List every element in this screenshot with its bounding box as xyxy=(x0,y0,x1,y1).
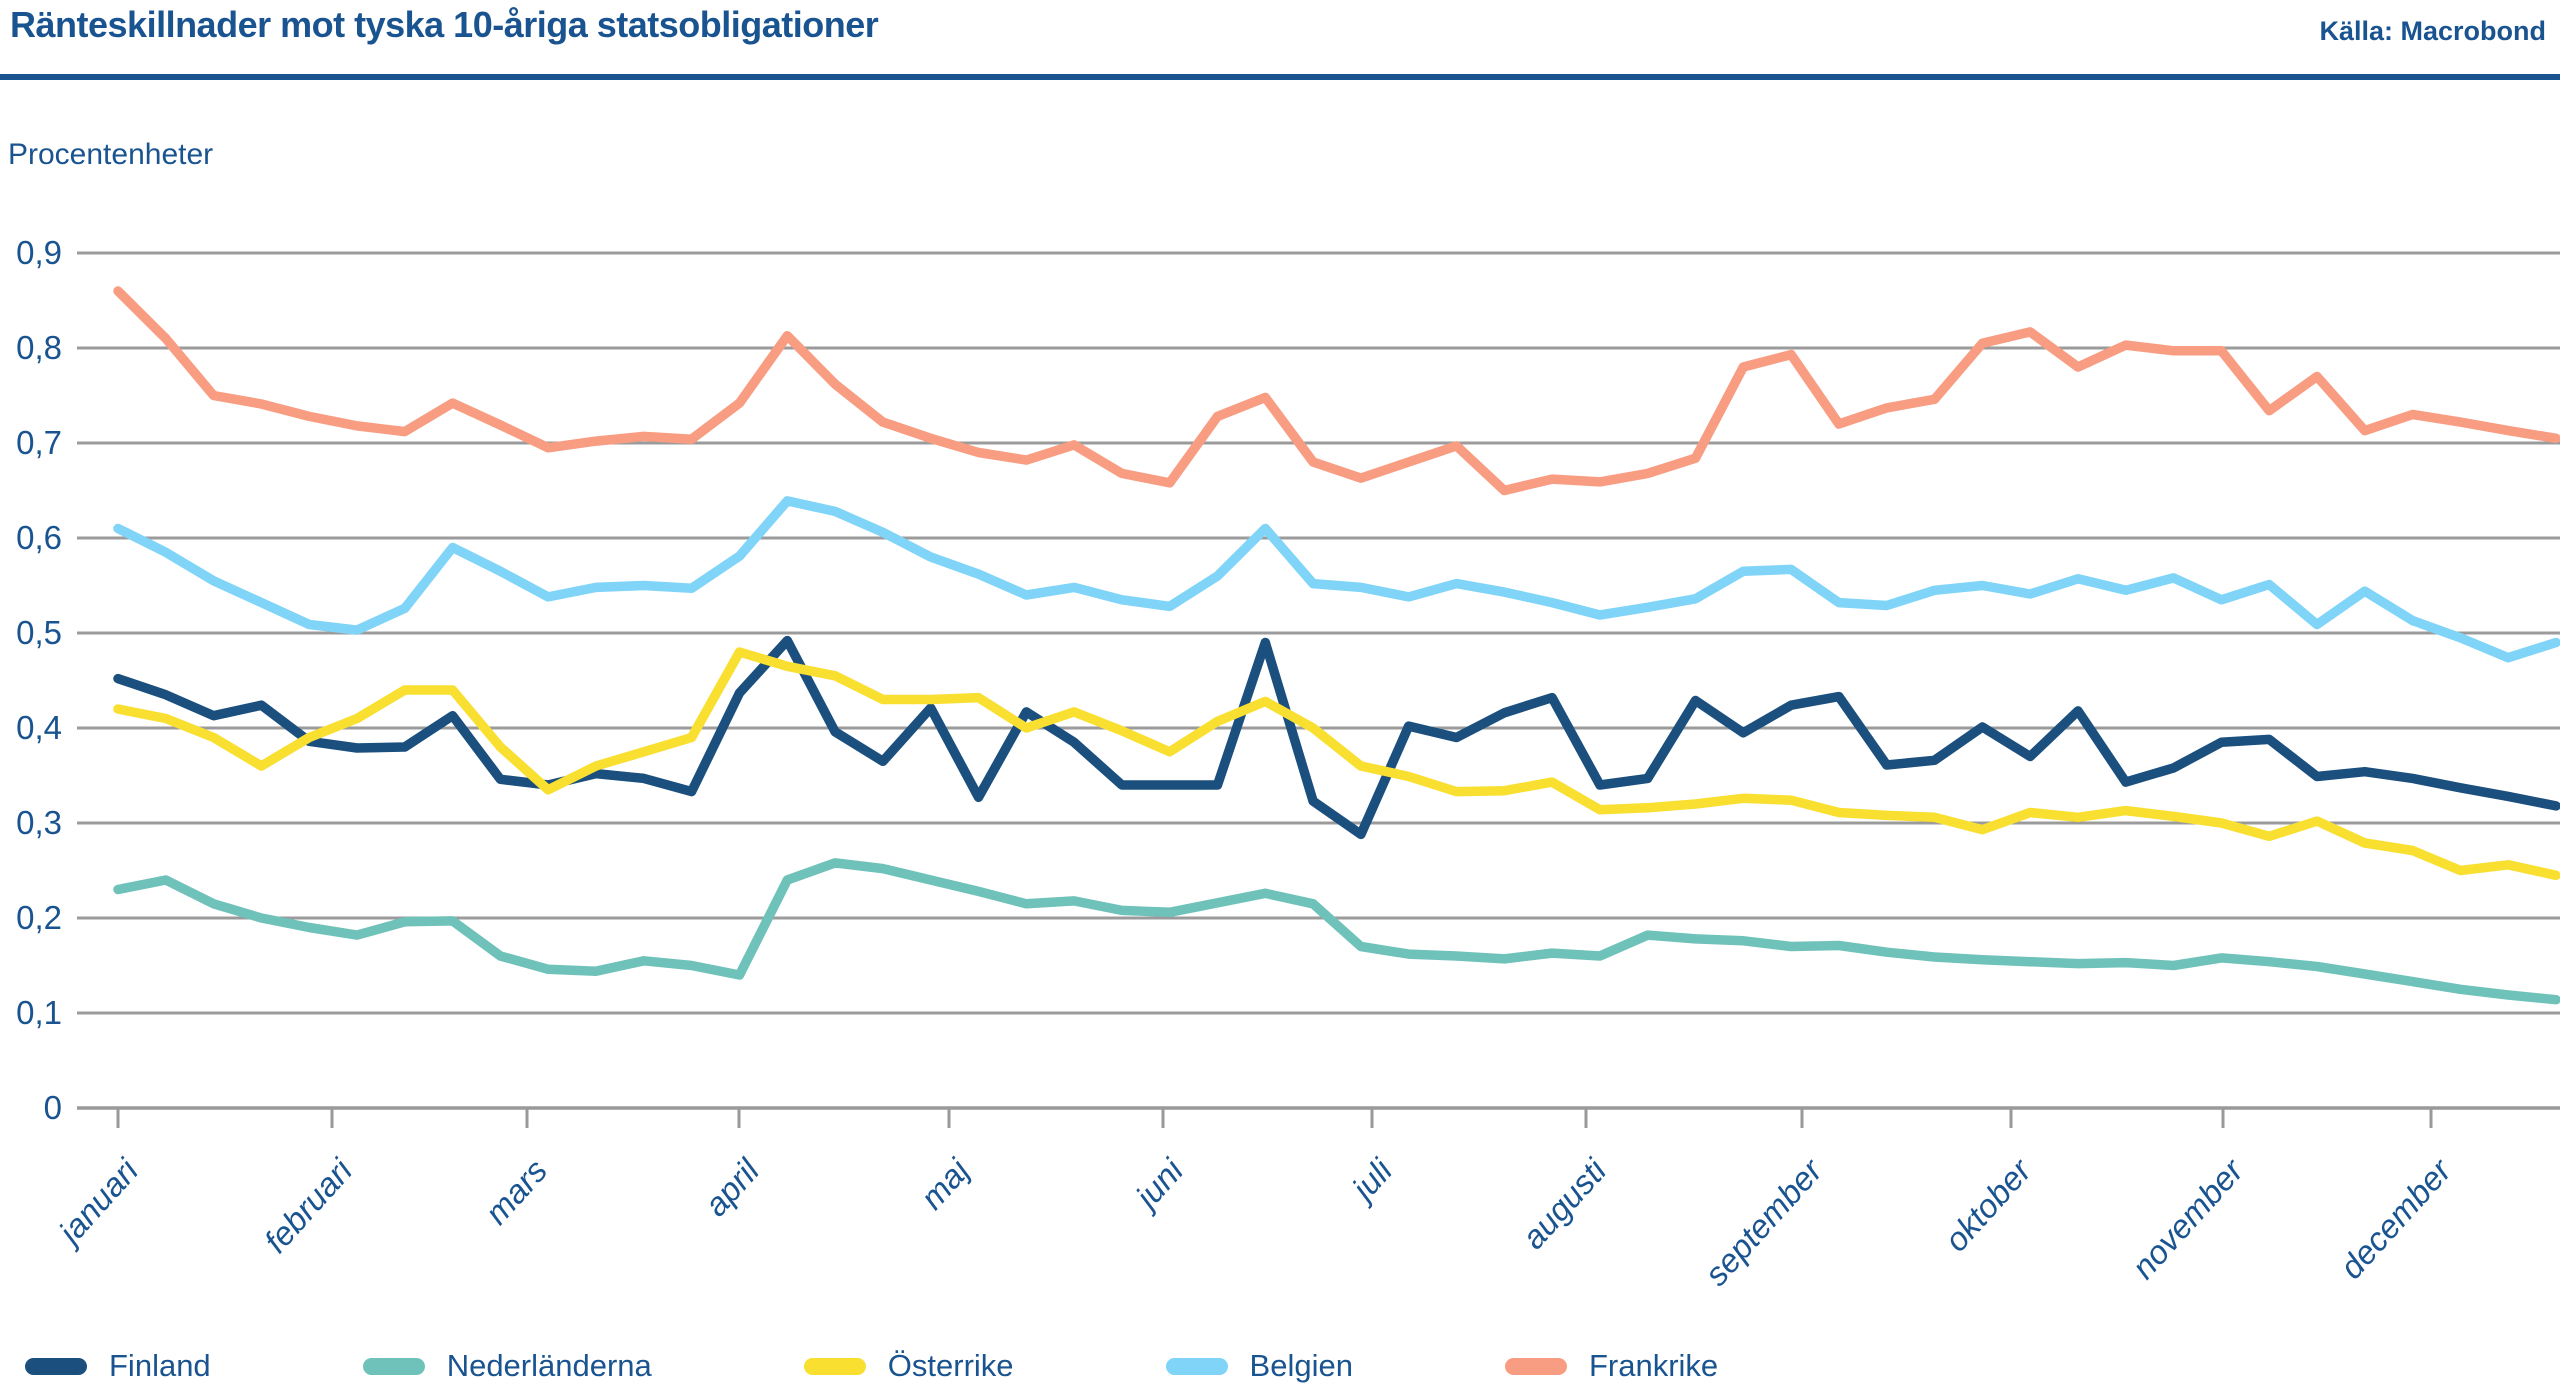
legend-label-finland: Finland xyxy=(109,1348,211,1383)
legend-item-frankrike: Frankrike xyxy=(1504,1348,1719,1384)
legend-item-finland: Finland xyxy=(25,1348,211,1384)
legend-item-belgien: Belgien xyxy=(1165,1348,1353,1384)
y-tick-label: 0,5 xyxy=(16,614,62,651)
page-title: Ränteskillnader mot tyska 10-åriga stats… xyxy=(10,4,879,45)
legend-swatch-osterrike xyxy=(803,1357,866,1375)
line-belgien xyxy=(113,496,2560,663)
line-nederländerna xyxy=(113,858,2560,1005)
line-frankrike xyxy=(113,286,2560,496)
legend-swatch-frankrike xyxy=(1504,1357,1567,1375)
legend-label-belgien: Belgien xyxy=(1249,1348,1353,1383)
x-tick-label: januari xyxy=(49,1151,147,1254)
x-tick-label: mars xyxy=(478,1152,555,1231)
x-tick-label: december xyxy=(2333,1150,2460,1285)
x-tick-label: augusti xyxy=(1514,1151,1614,1256)
y-tick-label: 0,8 xyxy=(16,329,62,366)
y-tick-label: 0,6 xyxy=(16,519,62,556)
legend-item-osterrike: Österrike xyxy=(803,1348,1014,1384)
title-rule xyxy=(0,74,2560,80)
legend-label-frankrike: Frankrike xyxy=(1588,1348,1719,1383)
legend-label-nederlanderna: Nederländerna xyxy=(446,1348,652,1383)
legend-label-osterrike: Österrike xyxy=(887,1348,1014,1383)
x-tick-label: februari xyxy=(257,1151,360,1260)
legend-swatch-finland xyxy=(25,1357,87,1375)
x-tick-label: juli xyxy=(1342,1151,1400,1210)
line-finland xyxy=(113,635,2560,840)
y-tick-label: 0 xyxy=(44,1089,62,1126)
y-tick-label: 0,1 xyxy=(16,994,62,1031)
legend-swatch-belgien xyxy=(1165,1357,1228,1375)
line-österrike xyxy=(113,647,2560,881)
legend: Finland Nederländerna Österrike Belgien … xyxy=(25,1348,1718,1384)
legend-item-nederlanderna: Nederländerna xyxy=(362,1348,652,1384)
y-tick-label: 0,4 xyxy=(16,709,62,746)
x-tick-label: november xyxy=(2125,1150,2252,1285)
x-tick-label: april xyxy=(697,1151,767,1223)
x-tick-label: juni xyxy=(1126,1151,1192,1218)
y-axis-unit-label: Procentenheter xyxy=(8,138,214,171)
x-tick-label: september xyxy=(1697,1150,1830,1292)
x-tick-label: oktober xyxy=(1937,1150,2039,1258)
y-tick-label: 0,2 xyxy=(16,899,62,936)
y-tick-label: 0,7 xyxy=(16,424,62,461)
y-tick-label: 0,9 xyxy=(16,234,62,271)
x-tick-label: maj xyxy=(913,1151,977,1217)
y-tick-label: 0,3 xyxy=(16,804,62,841)
source-label: Källa: Macrobond xyxy=(2319,16,2546,46)
legend-swatch-nederlanderna xyxy=(362,1357,425,1375)
